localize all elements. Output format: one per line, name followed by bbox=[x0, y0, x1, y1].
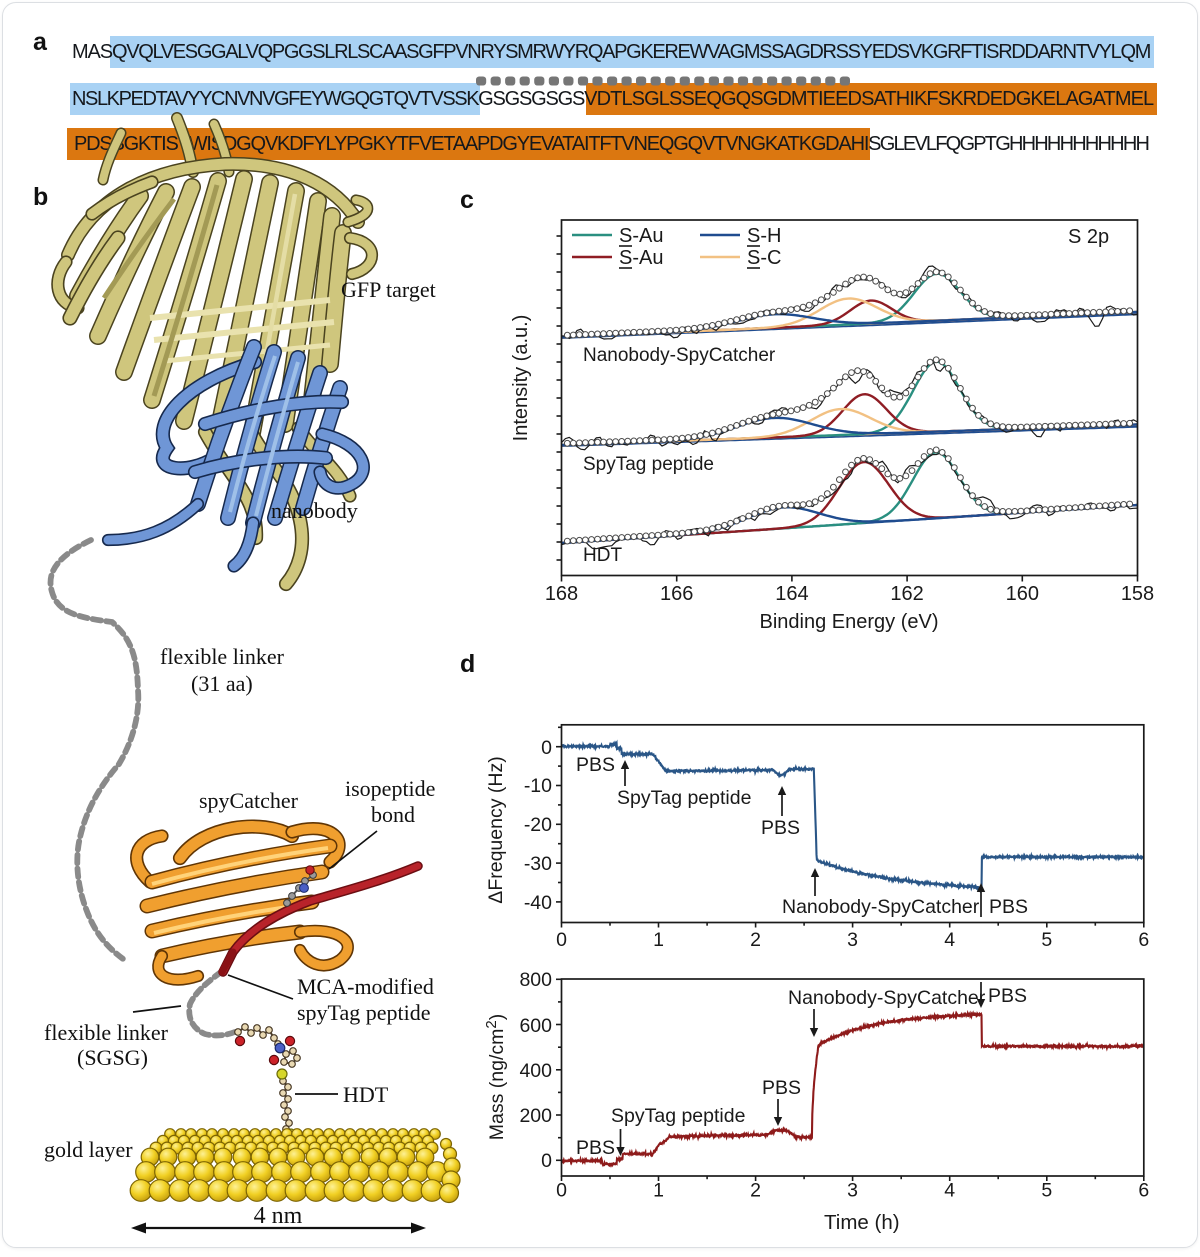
svg-text:S-Au: S-Au bbox=[619, 247, 663, 269]
svg-text:3: 3 bbox=[847, 1180, 858, 1202]
svg-text:SpyTag peptide: SpyTag peptide bbox=[583, 454, 714, 475]
svg-text:bond: bond bbox=[371, 802, 415, 827]
svg-text:PBS: PBS bbox=[989, 896, 1028, 918]
svg-text:S-C: S-C bbox=[747, 247, 781, 269]
svg-text:0: 0 bbox=[541, 737, 552, 759]
svg-text:flexible linker: flexible linker bbox=[44, 1020, 169, 1045]
svg-text:PBS: PBS bbox=[576, 754, 615, 776]
svg-text:3: 3 bbox=[847, 929, 858, 951]
svg-text:-20: -20 bbox=[524, 814, 552, 836]
svg-text:1: 1 bbox=[653, 929, 664, 951]
svg-text:MCA-modified: MCA-modified bbox=[297, 974, 434, 999]
svg-text:-40: -40 bbox=[524, 892, 552, 914]
svg-text:PBS: PBS bbox=[576, 1137, 615, 1159]
svg-text:ΔFrequency (Hz): ΔFrequency (Hz) bbox=[485, 756, 507, 903]
svg-text:gold layer: gold layer bbox=[44, 1137, 133, 1162]
svg-text:4 nm: 4 nm bbox=[254, 1203, 303, 1229]
svg-text:spyCatcher: spyCatcher bbox=[199, 788, 299, 813]
svg-text:(SGSG): (SGSG) bbox=[77, 1045, 148, 1070]
svg-text:Nanobody-SpyCatcher: Nanobody-SpyCatcher bbox=[782, 896, 980, 918]
svg-text:4: 4 bbox=[944, 929, 955, 951]
svg-text:1: 1 bbox=[653, 1180, 664, 1202]
svg-text:S-Au: S-Au bbox=[619, 225, 663, 247]
svg-text:nanobody: nanobody bbox=[271, 498, 358, 523]
svg-text:S 2p: S 2p bbox=[1068, 226, 1109, 248]
svg-text:Nanobody-SpyCatcher: Nanobody-SpyCatcher bbox=[788, 987, 986, 1009]
svg-text:2: 2 bbox=[750, 929, 761, 951]
svg-text:400: 400 bbox=[519, 1060, 552, 1082]
svg-text:0: 0 bbox=[556, 1180, 567, 1202]
svg-text:6: 6 bbox=[1138, 929, 1149, 951]
svg-text:0: 0 bbox=[541, 1150, 552, 1172]
svg-text:PBS: PBS bbox=[762, 1077, 801, 1099]
svg-text:166: 166 bbox=[660, 583, 693, 605]
svg-text:(31 aa): (31 aa) bbox=[191, 671, 253, 696]
svg-text:200: 200 bbox=[519, 1105, 552, 1127]
svg-text:-10: -10 bbox=[524, 775, 552, 797]
svg-text:HDT: HDT bbox=[343, 1082, 389, 1107]
svg-text:PBS: PBS bbox=[988, 985, 1027, 1007]
svg-text:600: 600 bbox=[519, 1015, 552, 1037]
svg-text:PBS: PBS bbox=[761, 817, 800, 839]
svg-text:Mass (ng/cm2): Mass (ng/cm2) bbox=[483, 1014, 508, 1140]
svg-text:162: 162 bbox=[890, 583, 923, 605]
svg-text:5: 5 bbox=[1041, 929, 1052, 951]
svg-text:Intensity (a.u.): Intensity (a.u.) bbox=[510, 315, 532, 442]
svg-text:2: 2 bbox=[750, 1180, 761, 1202]
svg-text:4: 4 bbox=[944, 1180, 955, 1202]
svg-text:158: 158 bbox=[1121, 583, 1154, 605]
svg-text:160: 160 bbox=[1006, 583, 1039, 605]
svg-text:5: 5 bbox=[1041, 1180, 1052, 1202]
svg-text:168: 168 bbox=[545, 583, 578, 605]
svg-text:Time (h): Time (h) bbox=[824, 1211, 900, 1234]
svg-text:SpyTag peptide: SpyTag peptide bbox=[617, 787, 751, 809]
svg-text:flexible linker: flexible linker bbox=[160, 644, 285, 669]
svg-text:-30: -30 bbox=[524, 853, 552, 875]
svg-text:HDT: HDT bbox=[583, 545, 622, 566]
svg-text:isopeptide: isopeptide bbox=[345, 776, 435, 801]
svg-text:Binding Energy (eV): Binding Energy (eV) bbox=[760, 611, 939, 633]
svg-text:spyTag peptide: spyTag peptide bbox=[297, 1000, 430, 1025]
svg-text:GFP target: GFP target bbox=[341, 277, 436, 302]
svg-text:SpyTag peptide: SpyTag peptide bbox=[611, 1105, 745, 1127]
svg-text:6: 6 bbox=[1138, 1180, 1149, 1202]
svg-text:0: 0 bbox=[556, 929, 567, 951]
svg-text:S-H: S-H bbox=[747, 225, 781, 247]
svg-text:800: 800 bbox=[519, 969, 552, 991]
svg-text:164: 164 bbox=[775, 583, 808, 605]
svg-text:Nanobody-SpyCatcher: Nanobody-SpyCatcher bbox=[583, 345, 776, 366]
